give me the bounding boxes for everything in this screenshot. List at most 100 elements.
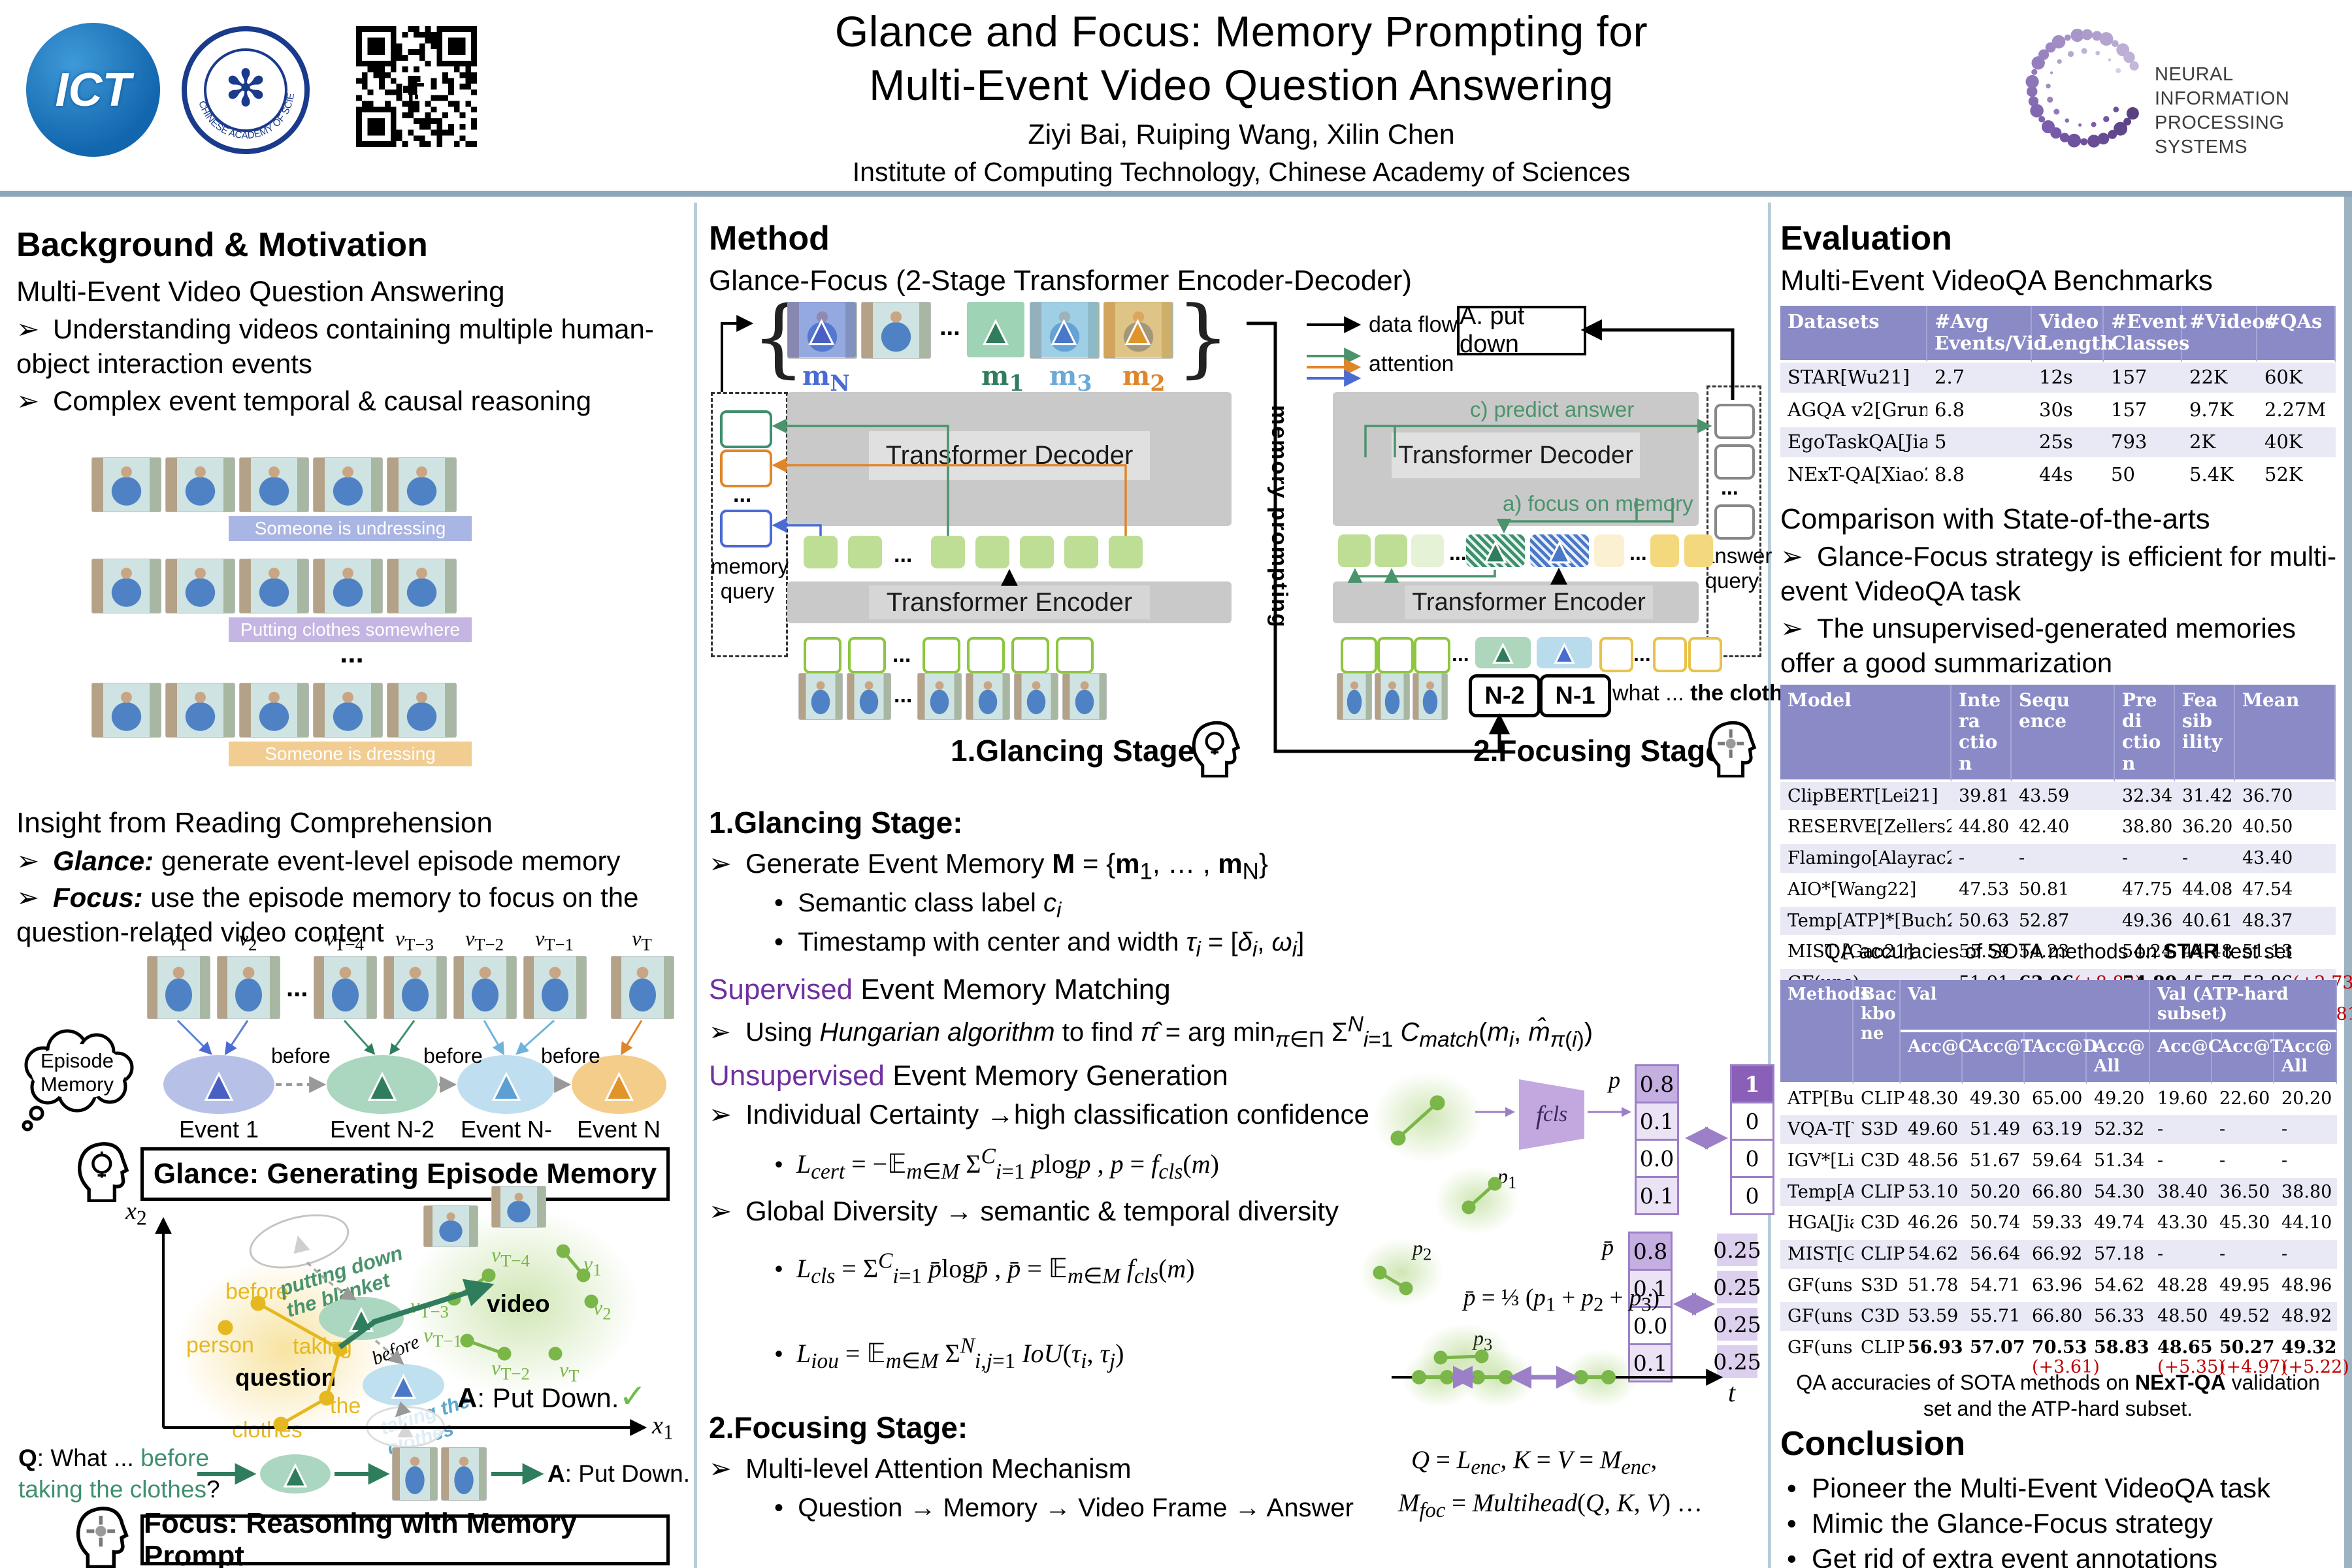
column-header: Acc@ All: [2274, 1032, 2338, 1085]
table-cell: 50.81: [2012, 875, 2115, 907]
table-cell: MIST[Gao 22]: [1780, 1240, 1854, 1271]
n2-box: N-2: [1469, 674, 1541, 717]
table-cell: CLIP: [1854, 1085, 1904, 1116]
comparison-bullet-2: ➢ The unsupervised-generated memories off…: [1780, 613, 2296, 678]
legend-dataflow-label: data flow: [1369, 312, 1458, 337]
table-cell: 47.75: [2115, 875, 2175, 907]
column-group-header: Val (ATP-hard subset): [2150, 980, 2338, 1032]
glance-encoder-label: Transformer Encoder: [869, 585, 1150, 619]
table-cell: 32.34: [2115, 782, 2175, 813]
event-triangle-icon: ▲: [493, 1065, 521, 1104]
table-row: Temp[ATP]*[Buch22]50.6352.8749.3640.6148…: [1780, 906, 2336, 938]
video-frame: [1014, 673, 1058, 720]
glancing-stage-heading: 1.Glancing Stage:: [709, 806, 963, 840]
table-cell: 12s: [2032, 363, 2104, 395]
column-header: Acc@T: [2212, 1032, 2283, 1085]
table-cell: 42.40: [2012, 813, 2115, 845]
header-divider: [0, 191, 2352, 197]
video-frame: [1375, 673, 1410, 720]
table-cell: 47.54: [2235, 875, 2336, 907]
conclusion-heading: Conclusion: [1780, 1425, 1966, 1463]
table-cell: -: [2150, 1147, 2213, 1178]
m-label-n: mN: [802, 361, 850, 396]
memory-tint-lightblue: ▲: [1030, 302, 1098, 357]
word-question: question: [235, 1364, 336, 1391]
table-cell: 60K: [2257, 363, 2336, 395]
video-frame: [91, 457, 161, 512]
table-cell: 157: [2104, 363, 2182, 395]
video-frame: [1337, 673, 1372, 720]
check-icon: ✓: [619, 1378, 647, 1414]
memory-frame: [861, 302, 931, 359]
supervised-heading: Supervised Event Memory Matching: [709, 973, 1171, 1005]
table-cell: -: [1952, 844, 2012, 875]
ellipsis: ...: [733, 482, 752, 507]
ellipsis: ...: [894, 542, 913, 567]
table-cell: -: [2012, 844, 2115, 875]
answer-query-label: answer query: [1703, 544, 1772, 593]
table-cell: 157: [2104, 395, 2182, 428]
legend-attention-arrows: [1307, 348, 1362, 387]
table-cell: C3D: [1854, 1209, 1901, 1240]
answer-small: A: Put Down.: [547, 1460, 690, 1487]
word-person: person: [186, 1333, 254, 1358]
sc-vt: vT: [559, 1358, 580, 1386]
token: [1020, 536, 1054, 568]
table-cell: 51.13: [2235, 938, 2336, 969]
right-brace: }: [1176, 287, 1230, 387]
table-row: ClipBERT[Lei21] 39.81 43.59 32.34 31.42 36.70: [1780, 781, 2336, 813]
table-cell: 66.80: [2025, 1178, 2087, 1209]
table-row: Temp[ATP][Buch22]CLIP53.1050.2066.8054.3…: [1780, 1177, 2338, 1209]
table-cell: 49.60: [1901, 1115, 1963, 1147]
table-cell: 40.50: [2235, 813, 2336, 845]
event-n1-ellipse: ▲: [457, 1055, 555, 1114]
video-frame: [91, 559, 161, 613]
token-yellow: [1650, 534, 1679, 567]
l-cert-formula: • Lcert = −𝔼m∈M ΣCi=1 plogp , p = fcls(m…: [774, 1145, 1219, 1184]
m-label-2: m2: [1122, 361, 1166, 396]
table-cell: 54.23: [2012, 938, 2115, 969]
table-row: STAR[Wu21] 2.7 12s 157 22K 60K: [1780, 362, 2336, 395]
memory-tile-green: ▲: [967, 302, 1024, 357]
table-cell: 49.74: [2087, 1209, 2151, 1240]
table-cell: 22K: [2182, 363, 2257, 395]
table-cell: 51.34: [2087, 1147, 2151, 1178]
column-header: Acc@T: [1963, 1032, 2033, 1085]
memory-query-label: memory query: [711, 554, 789, 603]
table-cell: 36.20: [2175, 813, 2235, 845]
ellipsis: ...: [1449, 541, 1467, 564]
background-bullet-1: ➢ Understanding videos containing multipl…: [16, 314, 654, 379]
frame-label-vt2: vT−2: [465, 926, 504, 955]
p3-label: p3: [1473, 1326, 1492, 1354]
table-cell: ATP[Buch 22]: [1780, 1085, 1854, 1116]
table-cell: 9.7K: [2182, 395, 2257, 428]
video-frame: [441, 1447, 487, 1501]
legend-attention-label: attention: [1369, 351, 1454, 376]
blue-event-ellipse: ▲: [363, 1364, 444, 1406]
video-frame: [1062, 673, 1107, 720]
before-label: before: [271, 1044, 331, 1068]
onehot-vector: 1 0 0 0: [1730, 1064, 1774, 1215]
table-cell: 43.30: [2150, 1209, 2213, 1240]
table-cell: 49.36: [2115, 907, 2175, 938]
table-cell: 48.50: [2150, 1302, 2213, 1334]
table-cell: 57.18: [2087, 1240, 2151, 1271]
column-header: Bac kbo ne: [1854, 980, 1901, 1085]
table-cell: GF(uns): [1780, 1302, 1854, 1334]
table-cell: 66.80: [2025, 1302, 2087, 1334]
table-cell: 49.20: [2087, 1085, 2151, 1116]
table-cell: 22.60: [2212, 1085, 2275, 1116]
table-cell: -: [2212, 1240, 2275, 1271]
table-cell: 36.70: [2235, 782, 2336, 813]
table-cell: 2K: [2182, 427, 2257, 461]
table-cell: 58.83: [2087, 1333, 2151, 1384]
table-cell: RESERVE[Zellers22]: [1780, 813, 1952, 845]
table-cell: 56.33: [2087, 1302, 2151, 1334]
video-frame: [423, 1205, 478, 1247]
frame-label-vt: vT: [632, 926, 652, 955]
sc-vt3: vT−3: [410, 1294, 449, 1322]
table-cell: -: [2175, 844, 2235, 875]
video-frame: [453, 956, 517, 1019]
table-cell: 50.27 (+4.97): [2212, 1333, 2287, 1384]
